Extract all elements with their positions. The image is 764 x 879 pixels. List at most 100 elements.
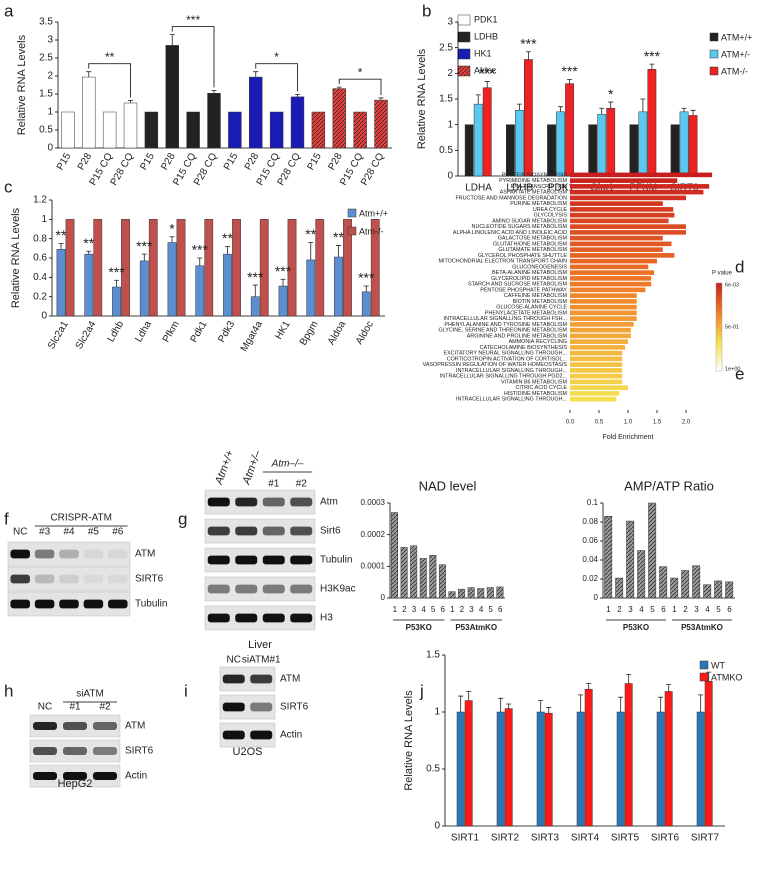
significance: * [608, 86, 614, 102]
bar [570, 350, 623, 356]
blot-band [250, 674, 273, 684]
x-tick-label: Ldhb [106, 319, 127, 344]
x-tick-label: P15 [55, 151, 74, 172]
panel-letter: e [735, 364, 744, 383]
legend-swatch [709, 49, 719, 59]
bar [670, 124, 680, 177]
x-tick-label: SIRT4 [571, 833, 600, 844]
bar [670, 577, 679, 599]
bar [570, 373, 623, 379]
bar [223, 253, 232, 317]
bar [570, 316, 637, 321]
bar [570, 281, 652, 287]
colorbar-label: 6e-03 [725, 282, 739, 288]
y-tick-label: 2.5 [39, 53, 53, 64]
legend-label: ATM-/- [721, 66, 748, 76]
blot-band [108, 599, 128, 609]
bracket [171, 26, 215, 88]
error-bar [484, 81, 490, 88]
bar [121, 219, 130, 317]
bar [588, 124, 598, 177]
error-bar [578, 694, 584, 712]
bar [692, 565, 701, 599]
bar [570, 299, 637, 304]
blot-band [207, 613, 230, 623]
y-tick-label: 0.4 [33, 272, 47, 283]
bar [269, 111, 284, 149]
blot-band [33, 722, 57, 730]
x-axis-title: Fold Enrichment [603, 434, 654, 441]
bar [647, 68, 657, 177]
bar [259, 219, 269, 317]
x-tick-label: SIRT6 [651, 833, 680, 844]
lane-label: #4 [63, 527, 75, 538]
bar [334, 256, 343, 317]
x-tick-label: 2 [402, 605, 407, 614]
x-tick-label: 4 [705, 605, 710, 614]
category-label: INTRACELLULAR SIGNALLING THROUGH... [456, 397, 567, 403]
y-axis-title: Relative RNA Levels [416, 48, 428, 149]
blot-band [93, 722, 117, 730]
significance: * [358, 65, 363, 79]
colorbar-label: 1e+00 [725, 366, 740, 372]
bar [570, 356, 623, 362]
bracket [255, 63, 298, 92]
x-tick-label: 3 [469, 605, 474, 614]
category-label: INTRACELLULAR SIGNALLING THROUGH... [456, 368, 567, 374]
significance: *** [108, 264, 125, 280]
y-tick-label: 0.0003 [361, 498, 386, 507]
bar [604, 516, 613, 599]
y-tick-label: 1.2 [33, 195, 47, 206]
bar [207, 93, 221, 149]
legend-swatch [347, 208, 357, 218]
error-bar [458, 695, 464, 712]
x-tick-label: 0.0 [566, 420, 575, 426]
bar [506, 124, 515, 177]
error-bar [252, 284, 258, 297]
error-bar [86, 250, 92, 255]
error-bar [86, 71, 92, 78]
bar [391, 512, 398, 599]
error-bar [567, 79, 573, 84]
bar [638, 111, 648, 177]
bar [570, 391, 620, 396]
bracket [338, 78, 382, 95]
blot-band [83, 599, 104, 609]
blot-band [262, 497, 285, 507]
error-bar [169, 34, 175, 46]
y-tick-label: 0.08 [582, 517, 598, 526]
y-tick-label: 2 [47, 71, 53, 82]
bar [361, 291, 371, 317]
blot-band [93, 772, 117, 780]
x-tick-label: 1.5 [653, 420, 662, 426]
bar [570, 184, 710, 189]
x-tick-label: 3 [628, 605, 633, 614]
blot-band [235, 555, 258, 565]
blot-band [235, 584, 258, 594]
error-bar [280, 278, 286, 287]
error-bar [599, 107, 605, 115]
significance: *** [561, 63, 578, 79]
blot-band [262, 526, 285, 536]
error-bar [690, 109, 696, 116]
bar [703, 584, 712, 599]
bar [473, 103, 483, 177]
y-tick-label: 0 [381, 593, 386, 602]
significance: *** [186, 13, 200, 27]
x-tick-label: P15 [138, 151, 157, 172]
blot-band [222, 702, 245, 712]
y-tick-label: 0 [47, 143, 53, 154]
bar [144, 111, 159, 149]
x-tick-label: 5 [650, 605, 655, 614]
error-bar [336, 86, 342, 89]
y-tick-label: 0.04 [582, 555, 598, 564]
bar [306, 259, 316, 317]
significance: *** [358, 270, 375, 286]
blot-band [59, 599, 79, 609]
bar [696, 711, 705, 827]
bar [195, 265, 205, 317]
blot-caption: U2OS [233, 746, 263, 758]
x-tick-label: SIRT5 [611, 833, 640, 844]
bar [570, 379, 623, 385]
bar [556, 111, 565, 177]
